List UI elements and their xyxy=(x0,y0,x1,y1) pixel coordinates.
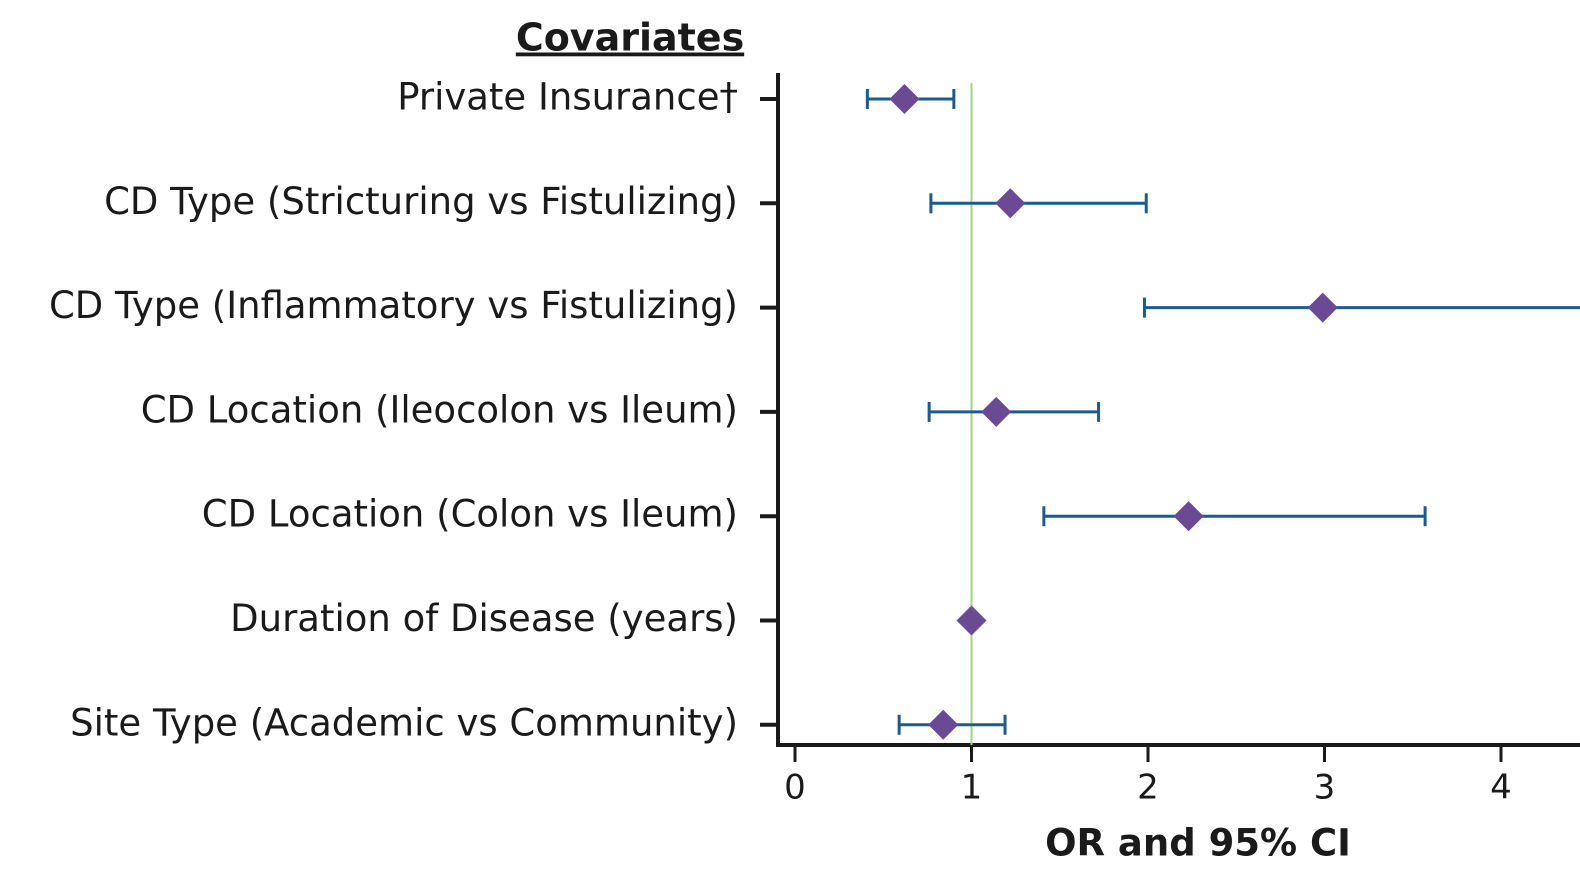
x-tick-label: 0 xyxy=(784,768,806,808)
x-tick-label: 1 xyxy=(961,768,983,808)
category-label: CD Location (Ileocolon vs Ileum) xyxy=(141,388,738,431)
point-estimate xyxy=(995,188,1026,219)
x-tick-label: 3 xyxy=(1314,768,1336,808)
point-estimate xyxy=(981,396,1012,427)
point-estimate xyxy=(956,605,987,636)
x-tick-label: 4 xyxy=(1490,768,1512,808)
x-axis-title: OR and 95% CI xyxy=(1045,822,1351,865)
x-tick-label: 2 xyxy=(1137,768,1159,808)
category-label: CD Location (Colon vs Ileum) xyxy=(202,493,738,536)
category-label: Duration of Disease (years) xyxy=(230,597,738,640)
point-estimate xyxy=(889,84,920,114)
point-estimate xyxy=(1307,292,1338,323)
chart-title: Covariates xyxy=(516,16,744,60)
point-estimate xyxy=(1173,501,1204,532)
point-estimate xyxy=(928,709,959,740)
category-label: CD Type (Stricturing vs Fistulizing) xyxy=(104,180,738,223)
category-label: Site Type (Academic vs Community) xyxy=(70,701,738,744)
category-label: CD Type (Inflammatory vs Fistulizing) xyxy=(49,284,738,327)
category-label: Private Insurance† xyxy=(397,76,738,119)
plot-area xyxy=(865,83,1580,745)
